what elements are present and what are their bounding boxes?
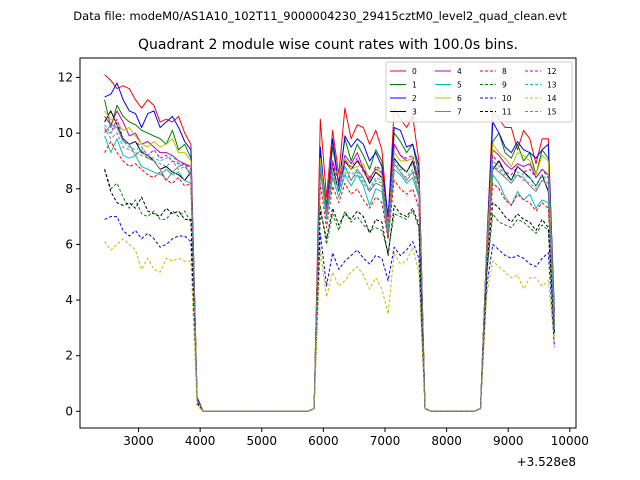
series-line-15 [104,127,555,412]
legend-label-14: 14 [547,94,557,103]
legend-label-13: 13 [547,81,557,90]
figure-suptitle: Data file: modeM0/AS1A10_102T11_90000042… [73,9,567,23]
legend-label-0: 0 [412,67,417,76]
series-line-10 [104,216,555,412]
legend-label-4: 4 [457,67,462,76]
y-axis-ticks: 0 2 4 6 8 10 12 [58,70,80,418]
legend-label-6: 6 [457,94,462,103]
x-tick-label: 10000 [551,434,589,448]
chart-title: Quadrant 2 module wise count rates with … [138,37,518,53]
legend-box [385,61,573,123]
x-axis-ticks: 3000 4000 5000 6000 7000 8000 9000 10000 [123,428,589,448]
y-tick-label: 12 [58,70,73,84]
legend-label-2: 2 [412,94,417,103]
series-line-12 [104,118,555,412]
y-tick-label: 0 [65,404,73,418]
x-tick-label: 8000 [431,434,462,448]
legend-label-15: 15 [547,108,557,117]
legend-label-8: 8 [502,67,507,76]
legend-label-11: 11 [502,108,512,117]
x-axis-offset-label: +3.528e8 [517,455,576,469]
legend-label-5: 5 [457,81,462,90]
y-tick-label: 4 [65,293,73,307]
x-tick-label: 3000 [123,434,154,448]
x-tick-label: 5000 [246,434,277,448]
x-tick-label: 7000 [370,434,401,448]
legend-label-3: 3 [412,108,417,117]
legend-label-9: 9 [502,81,507,90]
series-line-14 [104,238,555,412]
y-tick-label: 10 [58,126,73,140]
y-tick-label: 6 [65,237,73,251]
axes-frame [79,57,577,429]
series-layer [104,74,555,412]
legend-label-12: 12 [547,67,557,76]
legend-label-10: 10 [502,94,512,103]
y-tick-label: 2 [65,349,73,363]
x-tick-label: 4000 [185,434,216,448]
legend-label-7: 7 [457,108,462,117]
x-tick-label: 6000 [308,434,339,448]
legend-label-1: 1 [412,81,417,90]
x-tick-label: 9000 [493,434,524,448]
y-tick-label: 8 [65,182,73,196]
